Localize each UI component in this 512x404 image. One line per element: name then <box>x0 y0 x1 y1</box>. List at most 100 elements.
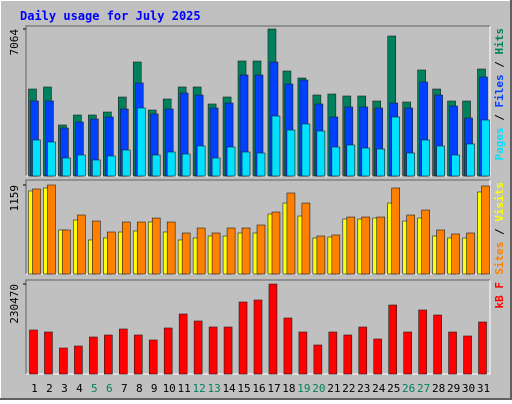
bevel <box>25 279 490 374</box>
x-tick-label: 19 <box>297 382 310 395</box>
bar <box>92 159 101 177</box>
bar <box>271 115 281 177</box>
bar <box>463 335 472 375</box>
bar <box>481 119 490 177</box>
bar <box>118 328 128 375</box>
bar <box>448 331 457 375</box>
y-tick-label: 1159 <box>8 185 21 212</box>
bar <box>358 326 368 375</box>
x-tick-label: 16 <box>252 382 265 395</box>
bar <box>181 232 191 275</box>
bar <box>223 326 233 375</box>
legend: Sites / Visits <box>493 182 506 275</box>
bar <box>256 224 266 275</box>
bar <box>301 202 311 275</box>
bar <box>77 214 86 275</box>
x-tick-label: 31 <box>477 382 490 395</box>
x-tick-label: 26 <box>402 382 415 395</box>
x-tick-label: 4 <box>76 382 83 395</box>
bar <box>133 334 143 375</box>
bar <box>193 320 203 375</box>
bar <box>361 147 371 177</box>
bar <box>406 152 415 177</box>
bar <box>178 313 188 375</box>
bar <box>74 345 83 375</box>
bar <box>121 221 131 275</box>
bar <box>59 347 68 375</box>
bar <box>343 334 353 375</box>
bar <box>44 331 53 375</box>
bar <box>32 139 41 177</box>
bar <box>62 157 71 177</box>
x-tick-label: 5 <box>91 382 98 395</box>
x-tick-label: 17 <box>267 382 280 395</box>
x-tick-label: 2 <box>46 382 53 395</box>
bar <box>268 283 278 375</box>
bar <box>256 152 266 177</box>
legend-entry: Pages <box>493 127 506 160</box>
x-tick-label: 28 <box>432 382 445 395</box>
y-tick-label: 7064 <box>8 29 21 56</box>
legend-separator: / <box>493 61 506 68</box>
bar <box>373 338 383 375</box>
legend-entry: Sites <box>493 242 506 275</box>
bar <box>331 146 341 177</box>
x-tick-label: 6 <box>106 382 113 395</box>
bar <box>136 107 146 177</box>
bar <box>481 185 490 275</box>
x-tick-label: 15 <box>237 382 250 395</box>
bevel <box>25 25 490 176</box>
x-tick-label: 14 <box>222 382 236 395</box>
bar <box>226 227 236 275</box>
bar <box>376 148 386 177</box>
bar <box>391 187 401 275</box>
bar <box>92 220 101 275</box>
bar <box>211 157 221 177</box>
legend: Pages / Files / Hits <box>493 28 506 161</box>
bar <box>388 304 398 375</box>
x-tick-label: 7 <box>121 382 128 395</box>
bar <box>151 154 161 177</box>
legend: kB F <box>493 282 506 309</box>
x-tick-label: 10 <box>163 382 176 395</box>
bar <box>77 154 86 177</box>
bevel <box>25 179 490 274</box>
x-tick-label: 13 <box>207 382 220 395</box>
bar <box>238 301 248 375</box>
legend-entry: kB F <box>493 282 506 309</box>
bar <box>301 123 311 177</box>
chart-title: Daily usage for July 2025 <box>20 9 201 23</box>
x-tick-label: 18 <box>282 382 295 395</box>
x-tick-label: 29 <box>447 382 460 395</box>
bar <box>104 334 113 375</box>
x-tick-label: 24 <box>372 382 386 395</box>
bar <box>316 130 326 177</box>
bar <box>208 326 218 375</box>
bar <box>121 149 131 177</box>
bar <box>253 299 263 375</box>
bar <box>421 209 430 275</box>
x-tick-label: 20 <box>312 382 325 395</box>
bar <box>421 139 430 177</box>
bar <box>29 329 38 375</box>
x-tick-label: 8 <box>136 382 143 395</box>
bar <box>211 232 221 275</box>
bar <box>478 321 487 375</box>
x-tick-label: 9 <box>151 382 158 395</box>
bar <box>361 216 371 275</box>
x-tick-label: 30 <box>462 382 475 395</box>
legend-entry: Visits <box>493 182 506 222</box>
bar <box>466 143 475 177</box>
bar <box>148 339 158 375</box>
legend-separator: / <box>493 114 506 121</box>
bar <box>136 221 146 275</box>
x-tick-label: 23 <box>357 382 370 395</box>
x-tick-label: 1 <box>31 382 38 395</box>
bar <box>346 216 356 275</box>
bar <box>403 331 412 375</box>
bar <box>451 233 460 275</box>
bar <box>107 231 116 275</box>
bar <box>406 214 415 275</box>
